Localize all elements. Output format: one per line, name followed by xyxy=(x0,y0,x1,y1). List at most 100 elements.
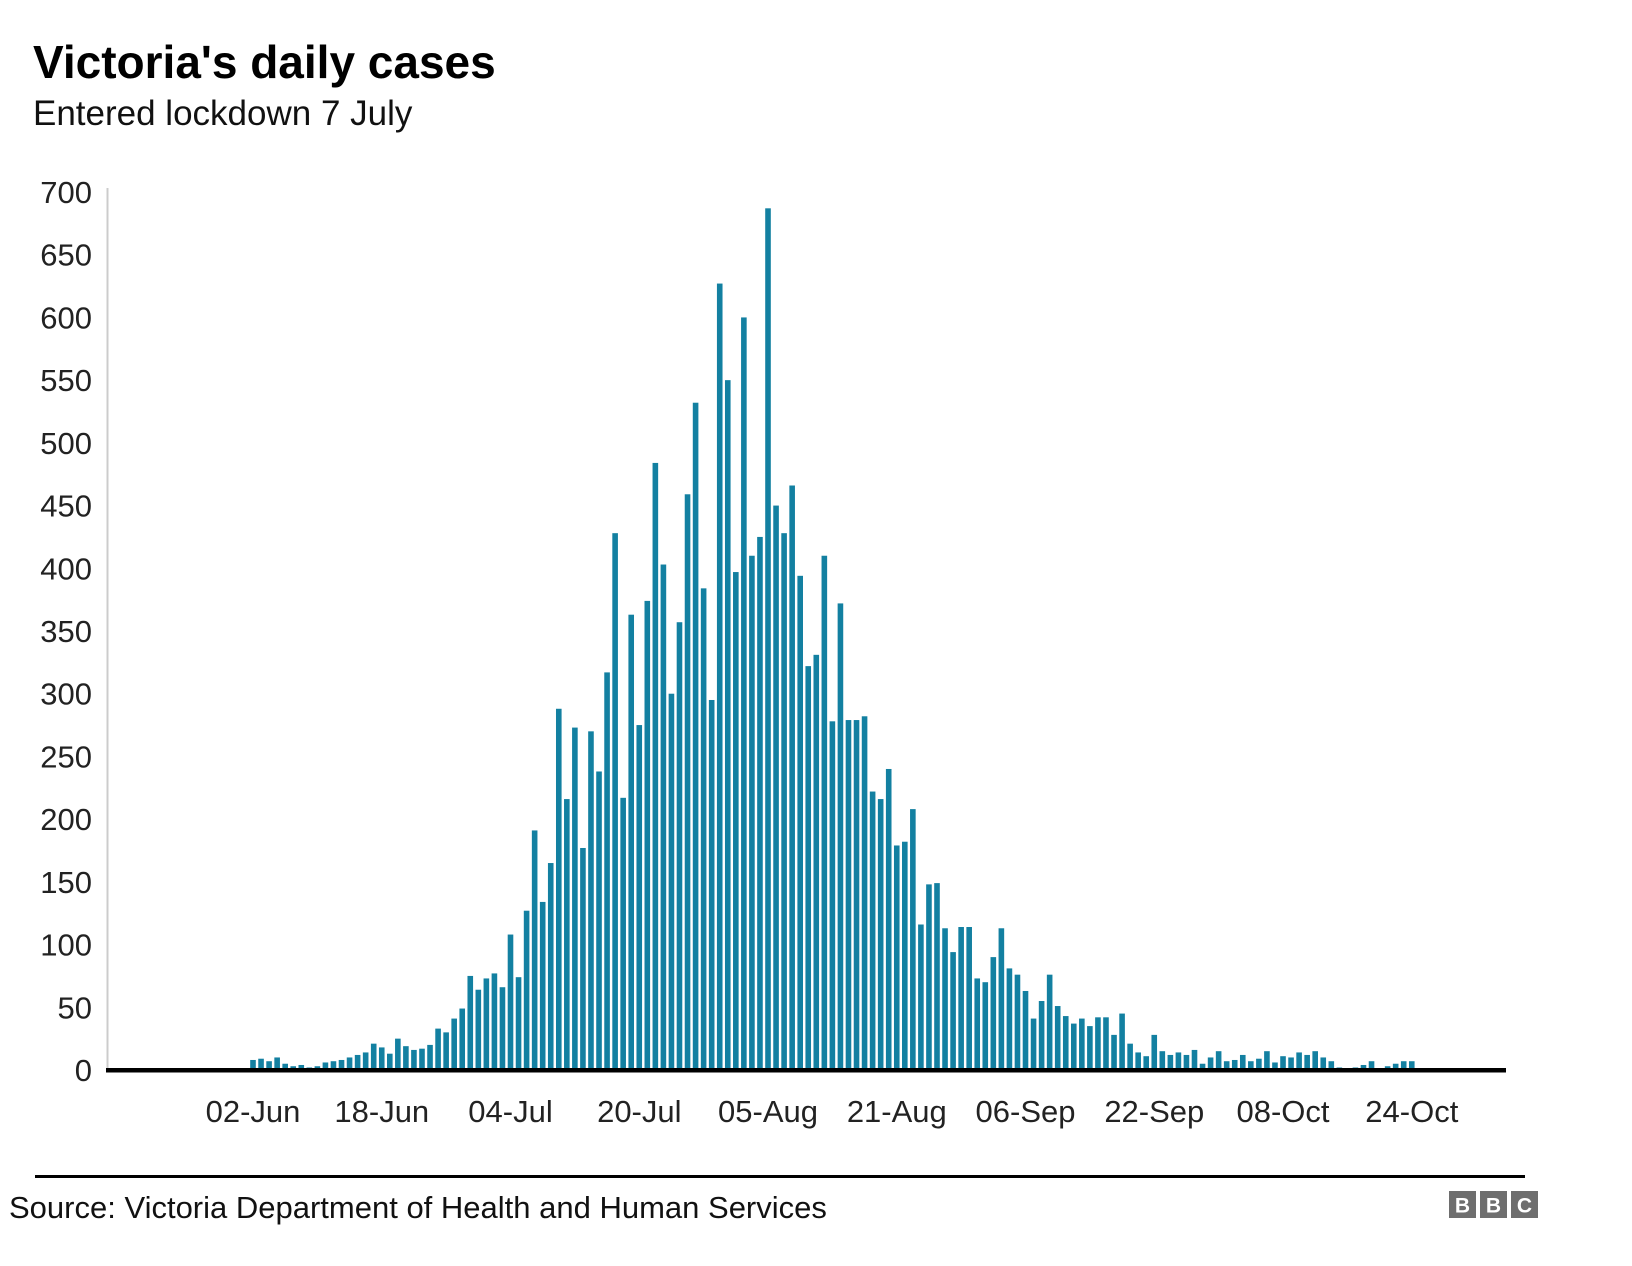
bar xyxy=(612,533,618,1070)
bar xyxy=(1143,1056,1150,1070)
bar xyxy=(1199,1063,1206,1070)
bar xyxy=(443,1032,449,1070)
bbc-logo-block xyxy=(1480,1191,1507,1218)
bar xyxy=(1400,1061,1407,1070)
bar xyxy=(354,1054,361,1070)
bbc-logo-letter: C xyxy=(1517,1195,1532,1218)
bar xyxy=(499,987,506,1070)
bar xyxy=(564,799,570,1070)
bar xyxy=(362,1052,369,1070)
bar xyxy=(523,910,530,1070)
bar xyxy=(346,1057,353,1070)
bar xyxy=(531,830,538,1070)
bar xyxy=(797,575,803,1070)
x-tick-label: 05-Aug xyxy=(718,1094,818,1129)
bar xyxy=(990,957,997,1070)
y-tick-label: 200 xyxy=(40,802,92,837)
bar xyxy=(596,771,602,1070)
bar xyxy=(845,720,852,1070)
bar xyxy=(885,768,892,1070)
bar xyxy=(370,1043,377,1070)
bar xyxy=(411,1049,417,1070)
bar xyxy=(1119,1013,1125,1070)
bar xyxy=(1191,1049,1198,1070)
bar xyxy=(1239,1054,1246,1070)
bar xyxy=(950,952,956,1070)
y-tick-label: 500 xyxy=(40,426,92,461)
bar xyxy=(555,708,562,1070)
bar xyxy=(1272,1062,1278,1070)
y-tick-label: 650 xyxy=(40,238,92,273)
bar xyxy=(1256,1058,1262,1070)
y-tick-label: 250 xyxy=(40,739,92,774)
y-tick-label: 450 xyxy=(40,489,92,524)
bar xyxy=(1280,1056,1286,1070)
bar xyxy=(1223,1061,1230,1070)
bar xyxy=(1312,1051,1318,1070)
bar xyxy=(692,402,699,1071)
bar xyxy=(1022,990,1029,1070)
y-tick-label: 150 xyxy=(40,865,92,900)
bar xyxy=(539,901,546,1070)
bar xyxy=(274,1057,280,1070)
bar xyxy=(1038,1001,1045,1070)
bar xyxy=(515,977,522,1070)
bar xyxy=(403,1046,409,1070)
bar xyxy=(1207,1057,1214,1070)
bar xyxy=(934,883,940,1070)
bar xyxy=(604,672,610,1070)
page-title: Victoria's daily cases xyxy=(33,36,496,88)
page-subtitle: Entered lockdown 7 July xyxy=(33,94,413,133)
bar xyxy=(877,799,884,1070)
bar xyxy=(1151,1034,1158,1070)
bar xyxy=(1070,1023,1077,1070)
bar xyxy=(298,1064,305,1070)
bar xyxy=(1095,1017,1101,1070)
bar xyxy=(1167,1054,1174,1070)
bar xyxy=(258,1058,264,1070)
bar xyxy=(1111,1034,1117,1070)
x-tick-label: 06-Sep xyxy=(976,1094,1076,1129)
bar xyxy=(475,989,482,1070)
x-tick-label: 18-Jun xyxy=(334,1094,429,1129)
bar xyxy=(998,928,1005,1070)
bar xyxy=(942,928,948,1070)
bar xyxy=(821,555,828,1070)
bar xyxy=(1215,1051,1222,1070)
bar xyxy=(435,1028,441,1070)
bar xyxy=(1288,1057,1294,1070)
bar xyxy=(853,720,860,1070)
bar xyxy=(1320,1057,1327,1070)
bar xyxy=(668,693,675,1070)
y-tick-label: 700 xyxy=(40,175,92,210)
bar xyxy=(459,1008,466,1070)
bar xyxy=(1392,1063,1399,1070)
bar xyxy=(628,614,635,1070)
bar xyxy=(805,666,812,1070)
bar xyxy=(572,727,578,1070)
bar xyxy=(958,927,964,1070)
bar xyxy=(483,978,490,1070)
bar xyxy=(378,1047,385,1070)
bar xyxy=(974,978,981,1070)
bar xyxy=(893,845,900,1070)
x-tick-label: 22-Sep xyxy=(1104,1094,1204,1129)
bar xyxy=(813,654,820,1070)
bar xyxy=(724,380,731,1070)
bar xyxy=(1175,1052,1182,1070)
bar xyxy=(282,1063,288,1070)
bar xyxy=(1248,1061,1254,1070)
bar xyxy=(652,462,659,1070)
y-axis-labels: 0 50 100 150 200 250 300 350 400 450 500 550 600 650 7… xyxy=(40,175,92,1088)
bar xyxy=(322,1062,329,1070)
y-tick-label: 550 xyxy=(40,363,92,398)
bar xyxy=(1014,974,1021,1070)
bar xyxy=(1079,1018,1085,1070)
bar xyxy=(507,934,514,1070)
y-tick-label: 400 xyxy=(40,551,92,586)
y-tick-label: 300 xyxy=(40,677,92,712)
bars xyxy=(250,208,1415,1071)
bar xyxy=(1127,1043,1133,1070)
bar xyxy=(1030,1018,1037,1070)
